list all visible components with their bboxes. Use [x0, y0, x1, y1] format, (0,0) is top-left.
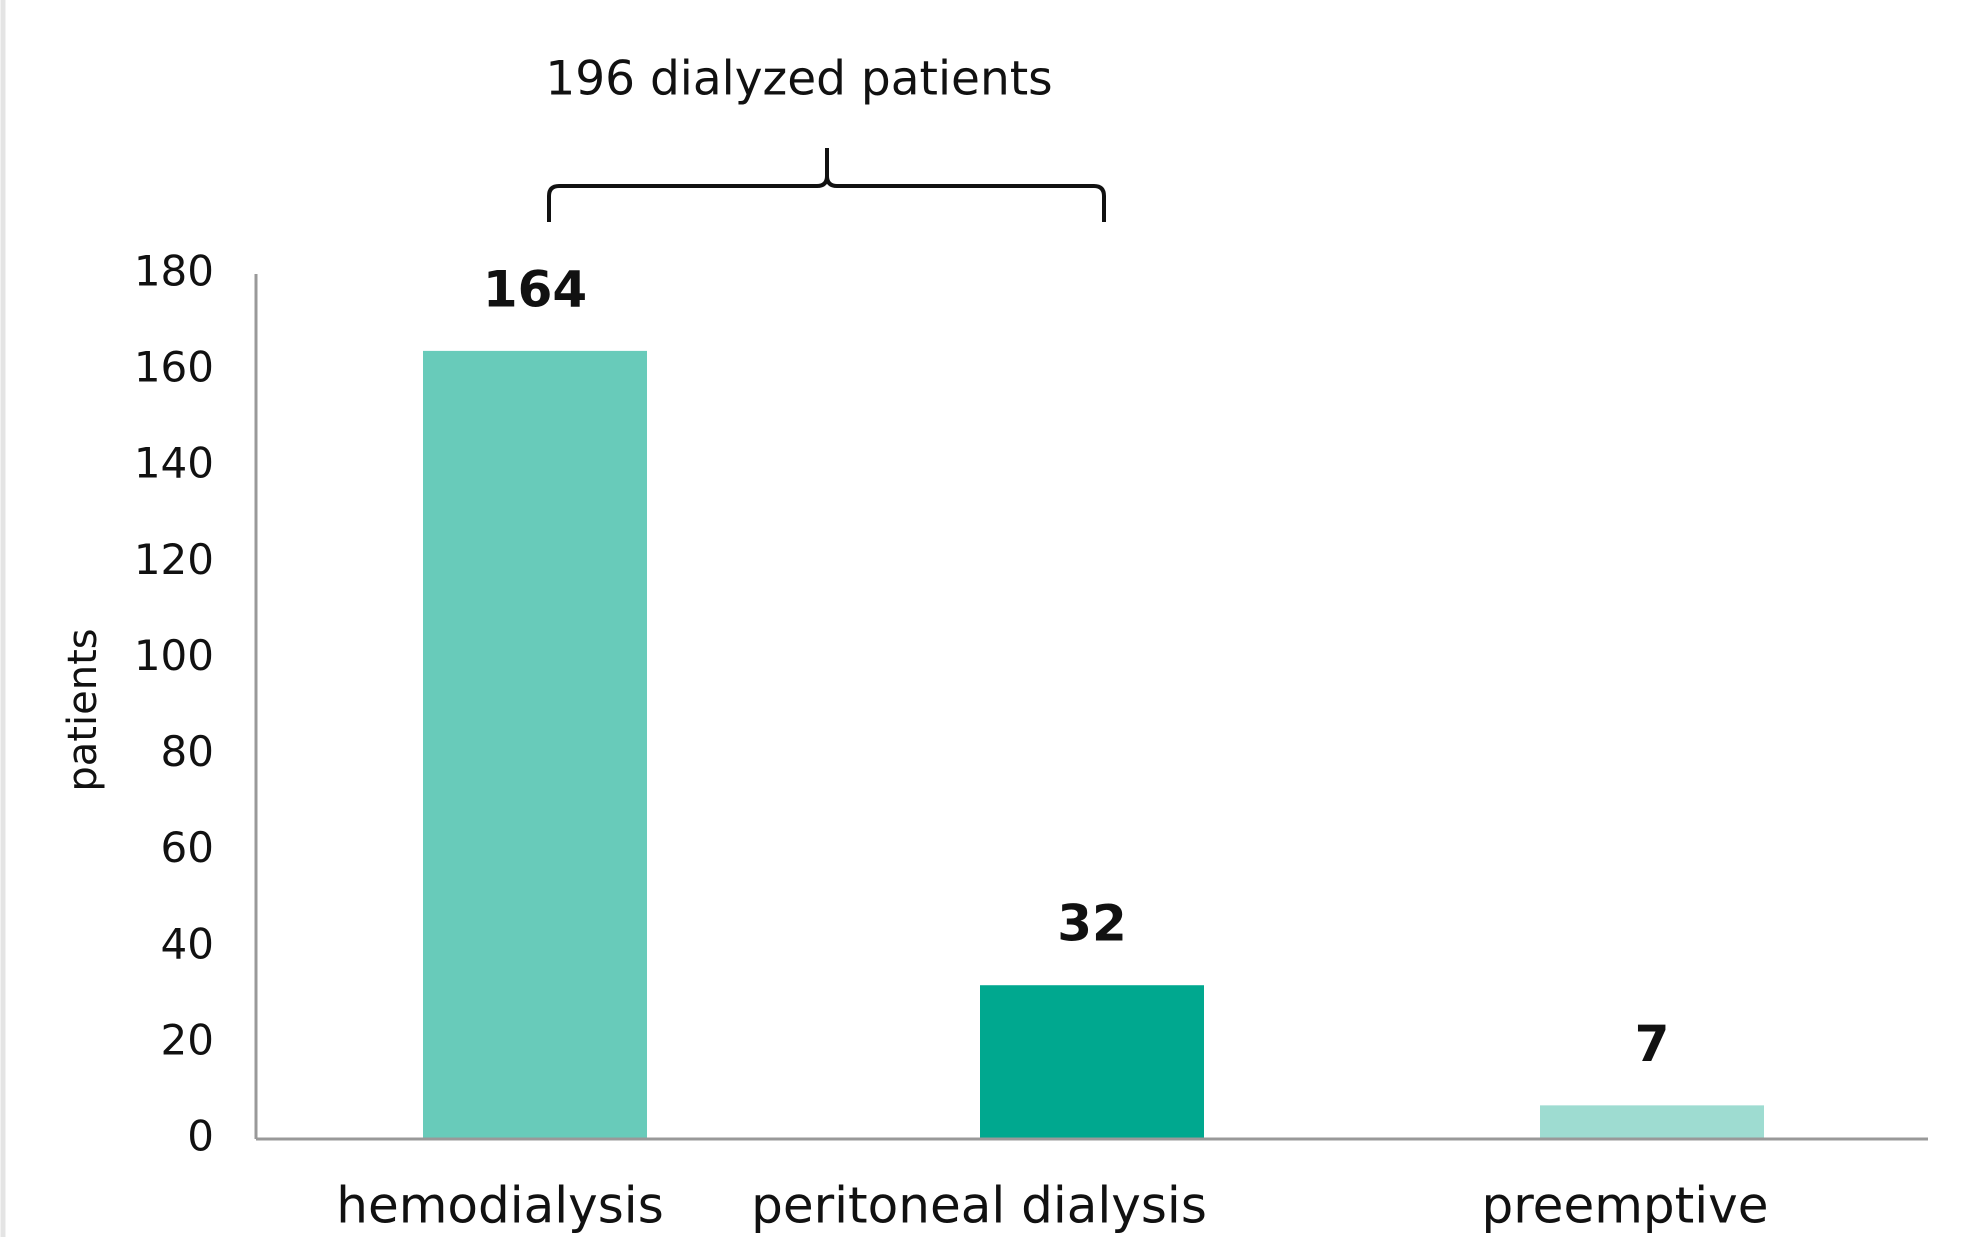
x-tick-label: peritoneal dialysis: [751, 1177, 1207, 1235]
brace: [547, 148, 1106, 222]
y-tick-label: 180: [134, 247, 214, 296]
value-label: 7: [1635, 1015, 1670, 1073]
x-tick-label: hemodialysis: [336, 1177, 664, 1235]
bar: [1540, 1105, 1764, 1139]
value-label: 32: [1057, 895, 1127, 953]
y-tick-label: 0: [187, 1112, 214, 1161]
y-tick-label: 80: [161, 727, 214, 776]
x-tick-label: preemptive: [1481, 1177, 1768, 1235]
value-label: 164: [483, 260, 587, 318]
bar: [980, 985, 1204, 1139]
y-tick-label: 40: [161, 919, 214, 968]
y-tick-label: 20: [161, 1015, 214, 1064]
y-tick-label: 160: [134, 343, 214, 392]
bar: [423, 350, 647, 1139]
annotation: 196 dialyzed patients: [545, 52, 1052, 107]
y-tick-label: 100: [134, 631, 214, 680]
y-axis-label: patients: [60, 628, 106, 791]
y-tick-label: 140: [134, 439, 214, 488]
y-tick-label: 60: [161, 823, 214, 872]
y-tick-label: 120: [134, 535, 214, 584]
